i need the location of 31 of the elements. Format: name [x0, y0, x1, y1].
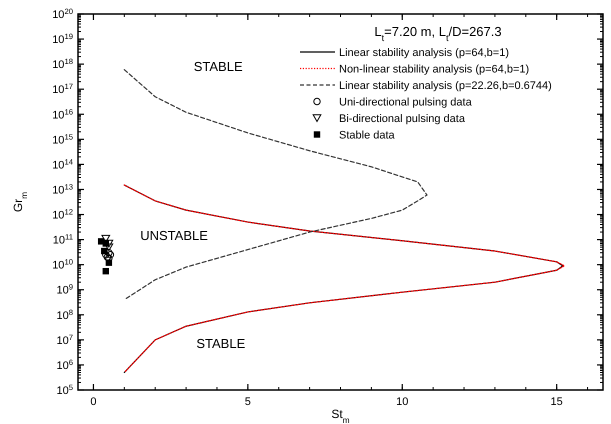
legend-label: Non-linear stability analysis (p=64,b=1): [339, 64, 530, 76]
y-tick-label: 10$^{17}$: [52, 82, 73, 96]
legend-label: Linear stability analysis (p=22.26,b=0.6744): [339, 80, 552, 92]
y-tick-label: 10$^{12}$: [52, 207, 73, 222]
y-tick-label: 10$^{7}$: [56, 332, 73, 347]
y-tick-label: 10$^{6}$: [56, 357, 73, 372]
x-axis-title: St$_{m}$: [331, 407, 350, 424]
x-tick-label: 15: [550, 396, 563, 408]
legend-label: Linear stability analysis (p=64,b=1): [339, 47, 509, 59]
text: L$_{t}$=7.20 m, L$_{t}$/D=267.3: [374, 24, 502, 43]
y-tick-label: 10$^{20}$: [52, 6, 73, 21]
annotation: UNSTABLE: [140, 228, 208, 244]
annotation: STABLE: [194, 58, 243, 74]
legend-label: Uni-directional pulsing data: [339, 96, 473, 108]
x-tick-label: 10: [396, 396, 408, 408]
x-tick-label: 5: [244, 396, 251, 408]
y-tick-label: 10$^{10}$: [52, 257, 73, 272]
y-tick-label: 10$^{8}$: [56, 307, 73, 322]
annotation: STABLE: [196, 336, 246, 351]
legend-label: Stable data: [339, 130, 396, 142]
x-tick-label: 0: [90, 396, 97, 408]
y-tick-label: 10$^{11}$: [52, 232, 73, 247]
legend-label: Bi-directional pulsing data: [339, 113, 466, 125]
y-tick-label: 10$^{18}$: [52, 56, 73, 72]
y-tick-label: 10$^{5}$: [56, 382, 73, 397]
y-tick-label: 10$^{16}$: [52, 106, 73, 122]
y-tick-label: 10$^{9}$: [56, 282, 73, 297]
y-tick-label: 10$^{14}$: [52, 156, 74, 172]
y-tick-label: 10$^{13}$: [52, 182, 73, 196]
y-tick-label: 10$^{19}$: [52, 32, 73, 46]
y-tick-label: 10$^{15}$: [52, 132, 73, 146]
